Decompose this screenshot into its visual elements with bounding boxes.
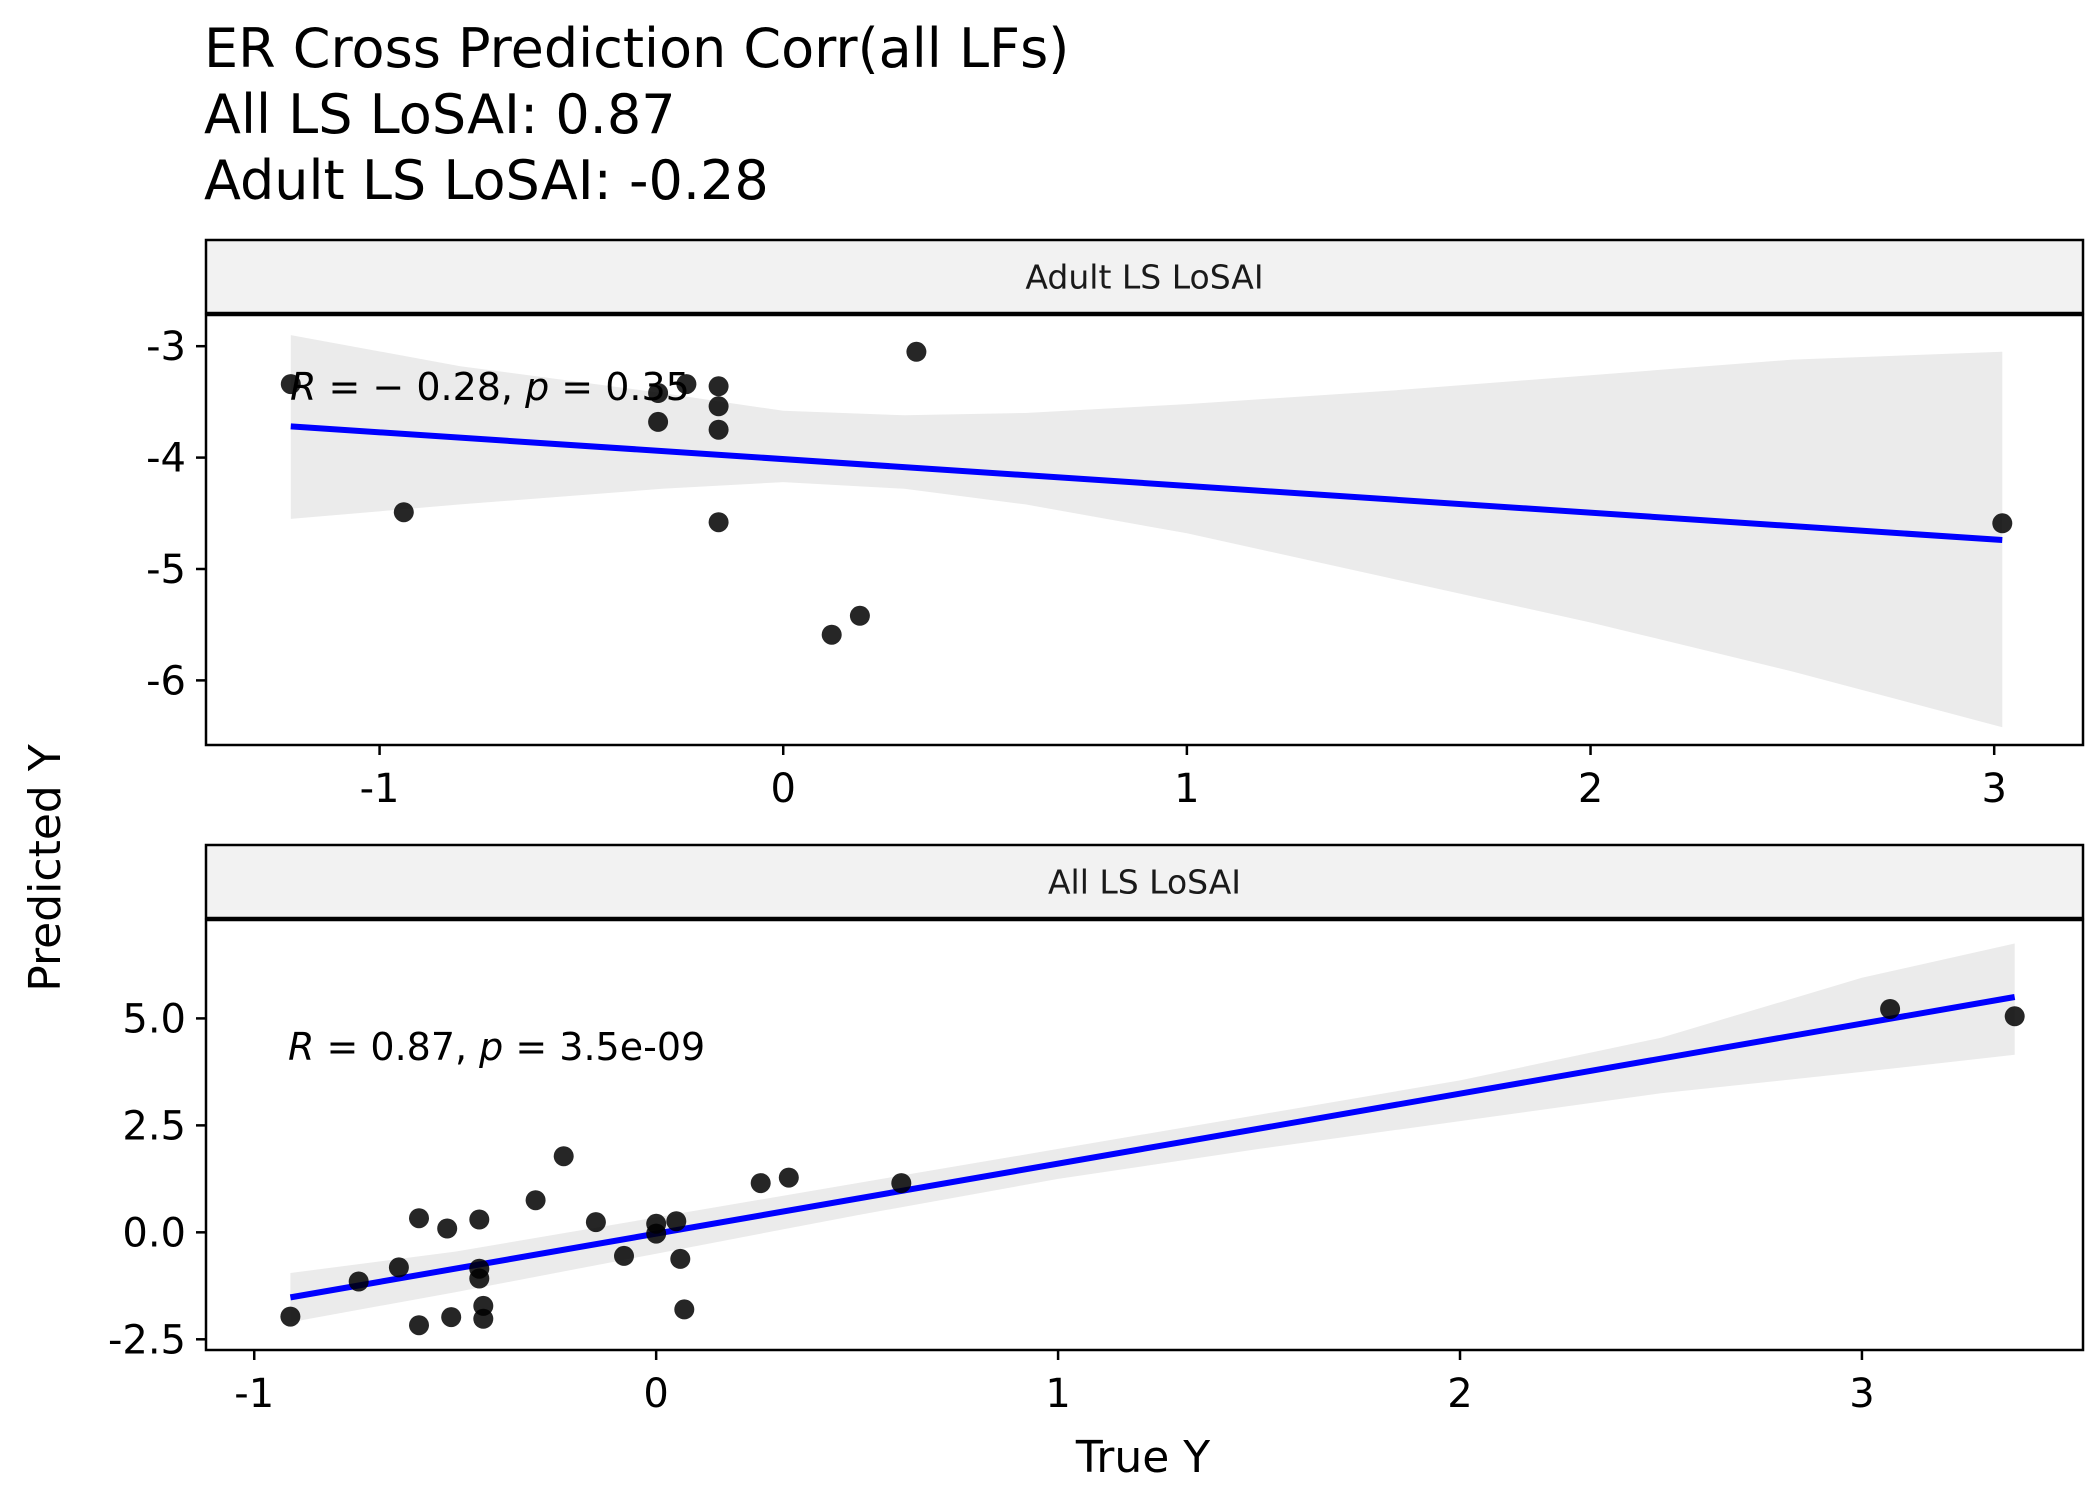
chart-title: ER Cross Prediction Corr(all LFs) All LS… xyxy=(204,17,1069,212)
data-point xyxy=(674,1299,695,1320)
data-point xyxy=(849,605,870,626)
data-point xyxy=(348,1271,369,1292)
x-tick-label: -1 xyxy=(360,766,400,812)
x-tick-label: 0 xyxy=(643,1371,668,1417)
data-point xyxy=(648,411,669,432)
data-point xyxy=(441,1307,462,1328)
data-point xyxy=(553,1146,574,1167)
data-point xyxy=(280,374,301,395)
x-tick-label: -1 xyxy=(234,1371,274,1417)
y-tick-label: -4 xyxy=(146,436,186,482)
data-point xyxy=(1880,999,1901,1019)
data-point xyxy=(646,1223,667,1244)
data-point xyxy=(473,1308,494,1329)
data-point xyxy=(676,374,697,395)
title-line-2: All LS LoSAI: 0.87 xyxy=(204,83,676,146)
data-point xyxy=(750,1173,771,1194)
regression-line xyxy=(290,423,2003,544)
data-point xyxy=(2004,1006,2025,1027)
data-point xyxy=(280,1306,301,1327)
y-tick-label: 5.0 xyxy=(122,996,186,1042)
x-tick-label: 2 xyxy=(1447,1371,1472,1417)
data-point xyxy=(891,1173,912,1194)
data-point xyxy=(614,1245,634,1266)
title-line-3: Adult LS LoSAI: -0.28 xyxy=(204,149,769,212)
data-point xyxy=(666,1211,687,1232)
regression-line xyxy=(289,994,2016,1301)
facet-strip xyxy=(204,843,2085,920)
data-point xyxy=(670,1248,691,1269)
panel-all: All LS LoSAI R = 0.87, p = 3.5e-09 -1 0 1 2 3 -… xyxy=(108,843,2085,1417)
x-tick-label: 3 xyxy=(1981,766,2006,812)
data-point xyxy=(409,1315,429,1336)
x-tick-label: 2 xyxy=(1578,766,1603,812)
data-point xyxy=(585,1212,606,1233)
x-axis-label: True Y xyxy=(1075,1432,1210,1483)
panel-border xyxy=(204,918,2085,1352)
data-point xyxy=(469,1209,490,1230)
y-tick-label: 2.5 xyxy=(122,1103,186,1149)
y-tick-label: -3 xyxy=(146,324,186,370)
data-point xyxy=(708,512,729,533)
data-point xyxy=(708,376,729,397)
data-point xyxy=(409,1208,429,1229)
facet-strip xyxy=(204,238,2085,315)
y-tick-label: -2.5 xyxy=(108,1317,186,1363)
y-axis-label: Predicted Y xyxy=(20,744,71,992)
data-point xyxy=(821,624,842,645)
data-point xyxy=(708,396,729,417)
data-point xyxy=(1992,513,2013,534)
x-tick-label: 1 xyxy=(1174,766,1199,812)
x-tick-label: 0 xyxy=(771,766,796,812)
data-point xyxy=(708,419,729,440)
title-line-1: ER Cross Prediction Corr(all LFs) xyxy=(204,17,1069,80)
data-point xyxy=(648,383,669,403)
data-point xyxy=(525,1190,546,1211)
data-point xyxy=(906,341,927,362)
confidence-band xyxy=(290,943,2015,1323)
y-tick-label: 0.0 xyxy=(122,1210,186,1256)
panel-adult: Adult LS LoSAI R = − 0.28, p = 0.35 -1 0 1 2 3… xyxy=(146,238,2085,812)
y-tick-label: -6 xyxy=(146,658,186,704)
x-tick-label: 3 xyxy=(1849,1371,1874,1417)
correlation-annotation: R = 0.87, p = 3.5e-09 xyxy=(288,1025,705,1069)
correlation-annotation: R = − 0.28, p = 0.35 xyxy=(290,365,690,409)
x-tick-label: 1 xyxy=(1045,1371,1070,1417)
data-point xyxy=(388,1257,409,1278)
data-point xyxy=(469,1258,490,1279)
data-point xyxy=(393,502,414,523)
facet-strip-label: All LS LoSAI xyxy=(1048,863,1241,902)
facet-strip-label: Adult LS LoSAI xyxy=(1025,258,1263,297)
data-point xyxy=(778,1167,799,1188)
panel-border xyxy=(204,313,2085,747)
data-point xyxy=(437,1218,458,1239)
y-tick-label: -5 xyxy=(146,547,186,593)
